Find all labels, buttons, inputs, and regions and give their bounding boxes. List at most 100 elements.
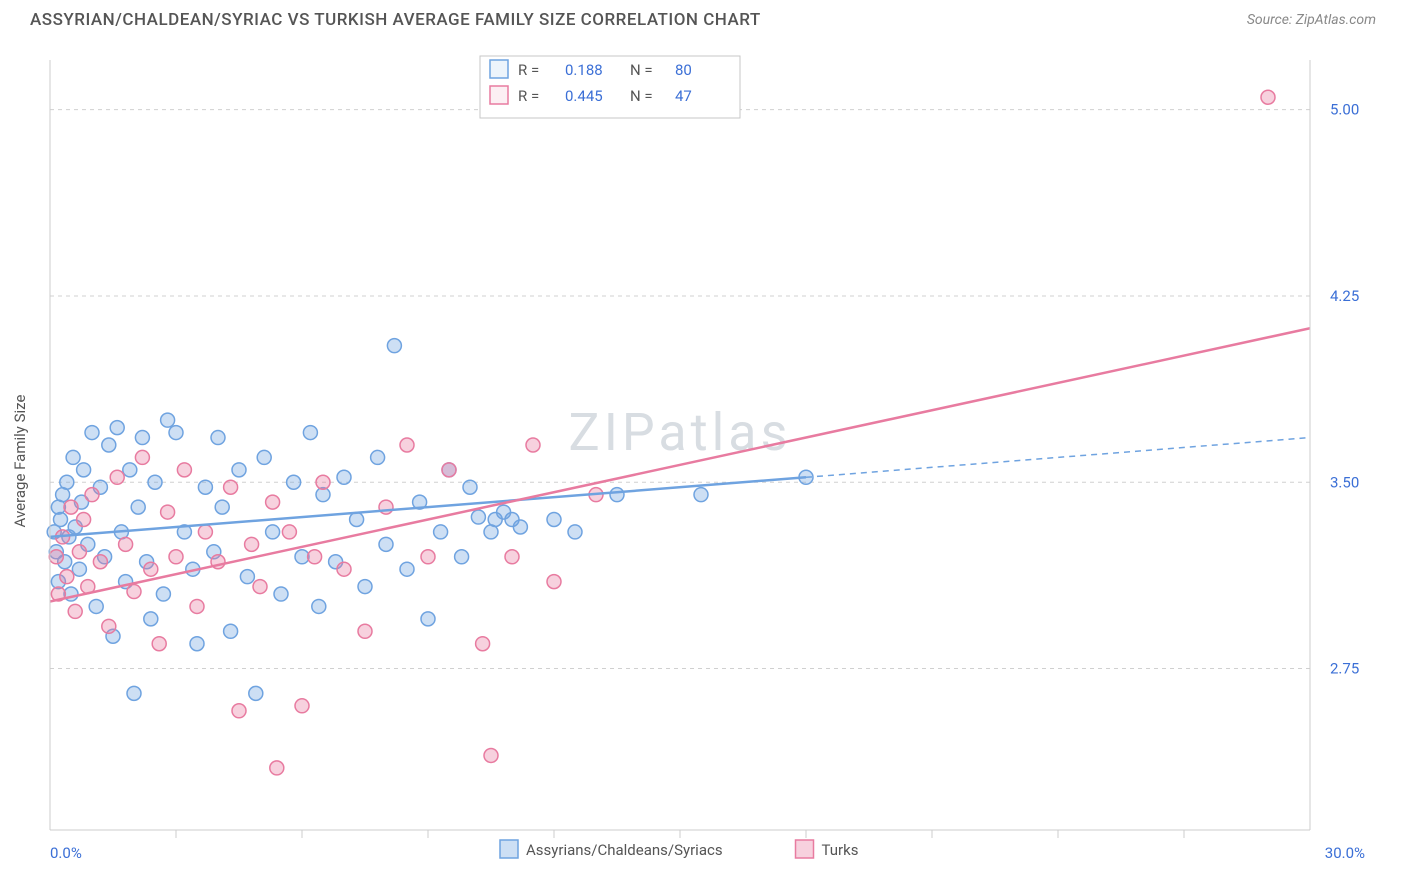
data-point: [224, 480, 238, 494]
data-point: [526, 438, 540, 452]
data-point: [161, 505, 175, 519]
data-point: [102, 438, 116, 452]
data-point: [253, 580, 267, 594]
data-point: [303, 426, 317, 440]
data-point: [127, 585, 141, 599]
legend-swatch: [490, 60, 508, 78]
legend-series-label: Turks: [822, 841, 859, 859]
data-point: [68, 604, 82, 618]
data-point: [215, 500, 229, 514]
data-point: [177, 463, 191, 477]
data-point: [547, 575, 561, 589]
y-tick-label: 5.00: [1330, 101, 1359, 119]
data-point: [282, 525, 296, 539]
data-point: [358, 580, 372, 594]
data-point: [400, 438, 414, 452]
data-point: [169, 426, 183, 440]
data-point: [123, 463, 137, 477]
data-point: [93, 555, 107, 569]
data-point: [308, 550, 322, 564]
data-point: [135, 450, 149, 464]
data-point: [513, 520, 527, 534]
x-max-label: 30.0%: [1325, 844, 1365, 862]
data-point: [337, 562, 351, 576]
data-point: [131, 500, 145, 514]
data-point: [471, 510, 485, 524]
data-point: [505, 550, 519, 564]
data-point: [249, 686, 263, 700]
legend-r-label: R =: [518, 61, 539, 79]
legend-n-value: 47: [675, 87, 692, 105]
data-point: [64, 500, 78, 514]
data-point: [484, 748, 498, 762]
data-point: [110, 470, 124, 484]
data-point: [295, 699, 309, 713]
trend-line-extension: [806, 438, 1310, 478]
data-point: [610, 488, 624, 502]
data-point: [371, 450, 385, 464]
data-point: [224, 624, 238, 638]
data-point: [102, 619, 116, 633]
data-point: [455, 550, 469, 564]
legend-n-label: N =: [630, 61, 653, 79]
data-point: [337, 470, 351, 484]
chart-title: ASSYRIAN/CHALDEAN/SYRIAC VS TURKISH AVER…: [30, 10, 761, 30]
data-point: [77, 513, 91, 527]
y-axis-label: Average Family Size: [11, 395, 29, 528]
data-point: [198, 525, 212, 539]
data-point: [350, 513, 364, 527]
data-point: [152, 637, 166, 651]
data-point: [421, 612, 435, 626]
legend-swatch: [500, 840, 518, 858]
data-point: [232, 463, 246, 477]
data-point: [358, 624, 372, 638]
data-point: [387, 339, 401, 353]
data-point: [144, 612, 158, 626]
data-point: [245, 537, 259, 551]
data-point: [379, 537, 393, 551]
data-point: [60, 475, 74, 489]
source-label: Source: ZipAtlas.com: [1247, 12, 1376, 28]
data-point: [60, 570, 74, 584]
data-point: [232, 704, 246, 718]
data-point: [400, 562, 414, 576]
data-point: [119, 537, 133, 551]
data-point: [266, 495, 280, 509]
chart-container: Average Family Size 5.004.253.502.75ZIPa…: [30, 40, 1396, 882]
y-tick-label: 2.75: [1330, 660, 1359, 678]
data-point: [66, 450, 80, 464]
data-point: [85, 426, 99, 440]
data-point: [135, 431, 149, 445]
data-point: [72, 545, 86, 559]
data-point: [156, 587, 170, 601]
data-point: [198, 480, 212, 494]
y-tick-label: 4.25: [1330, 287, 1359, 305]
data-point: [287, 475, 301, 489]
data-point: [49, 550, 63, 564]
data-point: [190, 637, 204, 651]
data-point: [1261, 90, 1275, 104]
data-point: [89, 599, 103, 613]
data-point: [54, 513, 68, 527]
data-point: [211, 431, 225, 445]
data-point: [161, 413, 175, 427]
data-point: [110, 421, 124, 435]
data-point: [148, 475, 162, 489]
legend-r-label: R =: [518, 87, 539, 105]
data-point: [266, 525, 280, 539]
data-point: [421, 550, 435, 564]
data-point: [190, 599, 204, 613]
legend-n-value: 80: [675, 61, 692, 79]
data-point: [127, 686, 141, 700]
data-point: [240, 570, 254, 584]
data-point: [312, 599, 326, 613]
x-min-label: 0.0%: [50, 844, 82, 862]
data-point: [270, 761, 284, 775]
data-point: [476, 637, 490, 651]
data-point: [434, 525, 448, 539]
watermark: ZIPatlas: [569, 402, 792, 463]
data-point: [316, 475, 330, 489]
y-tick-label: 3.50: [1330, 473, 1359, 491]
data-point: [547, 513, 561, 527]
data-point: [274, 587, 288, 601]
